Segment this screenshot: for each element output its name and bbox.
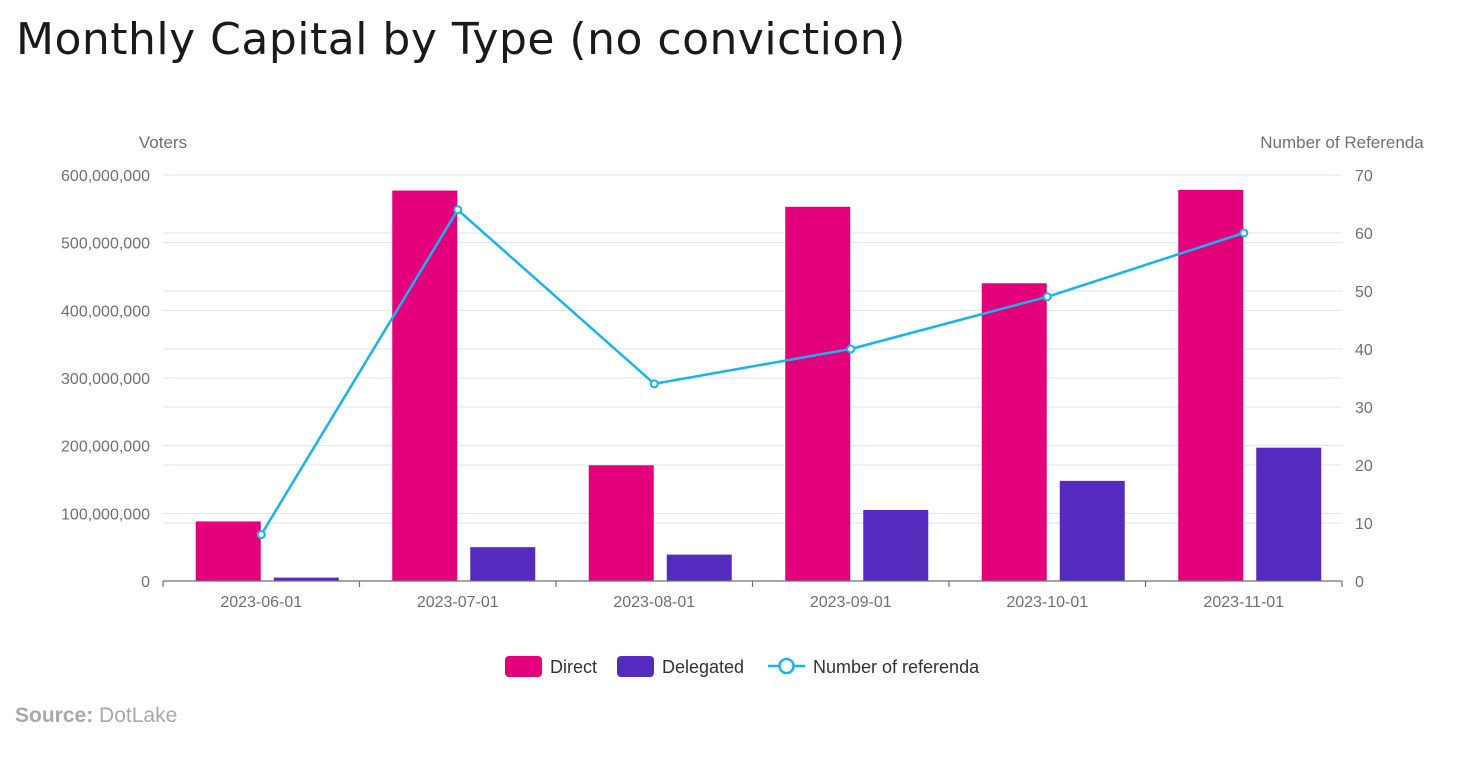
x-tick-label: 2023-10-01 <box>1006 594 1088 611</box>
y-left-tick-label: 200,000,000 <box>61 439 150 456</box>
line-number-of-referenda <box>260 207 1245 536</box>
bar-direct <box>392 190 458 581</box>
bar-delegated <box>470 547 536 581</box>
point-number-of-referenda <box>1239 228 1249 238</box>
source-value: DotLake <box>99 704 178 727</box>
bar-delegated <box>273 577 339 581</box>
x-tick-label: 2023-07-01 <box>417 594 499 611</box>
source-label: Source: <box>15 704 94 727</box>
point-number-of-referenda <box>453 205 463 215</box>
legend-label-direct: Direct <box>550 657 597 677</box>
y-right-tick-label: 60 <box>1355 226 1373 243</box>
y-left-axis-label: Voters <box>139 133 187 152</box>
point-number-of-referenda <box>256 530 266 540</box>
bar-delegated <box>666 554 732 581</box>
bar-direct <box>981 283 1047 581</box>
y-right-tick-label: 20 <box>1355 458 1373 475</box>
point-number-of-referenda <box>649 379 659 389</box>
y-left-tick-label: 300,000,000 <box>61 371 150 388</box>
bars <box>195 189 1322 582</box>
y-right-tick-label: 30 <box>1355 400 1373 417</box>
bar-direct <box>588 465 654 581</box>
y-left-tick-label: 100,000,000 <box>61 506 150 523</box>
y-right-tick-label: 0 <box>1355 574 1364 591</box>
bar-delegated <box>1256 447 1322 581</box>
source-note: Source: DotLake <box>15 704 177 728</box>
y-right-tick-label: 70 <box>1355 168 1373 185</box>
bar-direct <box>1178 189 1244 582</box>
y-left-tick-label: 400,000,000 <box>61 303 150 320</box>
legend-label-number-of-referenda: Number of referenda <box>813 657 980 677</box>
x-tick-label: 2023-06-01 <box>220 594 302 611</box>
x-tick-label: 2023-08-01 <box>613 594 695 611</box>
bar-direct <box>195 521 261 581</box>
legend-swatch-marker-number-of-referenda <box>778 657 795 675</box>
y-right-tick-label: 40 <box>1355 342 1373 359</box>
legend-swatch-delegated <box>617 656 654 677</box>
chart-title: Monthly Capital by Type (no conviction) <box>16 14 906 65</box>
y-right-tick-label: 50 <box>1355 284 1373 301</box>
referenda-line <box>256 205 1249 540</box>
y-right-tick-label: 10 <box>1355 516 1373 533</box>
legend[interactable]: Direct Delegated Number of referenda <box>505 656 980 677</box>
x-tick-label: 2023-09-01 <box>810 594 892 611</box>
legend-swatch-direct <box>505 656 542 677</box>
y-left-tick-label: 600,000,000 <box>61 168 150 185</box>
x-tick-label: 2023-11-01 <box>1203 594 1284 611</box>
grid-lines <box>163 174 1342 524</box>
y-left-tick-label: 500,000,000 <box>61 236 150 253</box>
legend-label-delegated: Delegated <box>662 657 744 677</box>
y-left-tick-label: 0 <box>141 574 150 591</box>
y-right-axis-label: Number of Referenda <box>1260 133 1424 152</box>
point-number-of-referenda <box>846 344 856 354</box>
axes: 0 100,000,000 200,000,000 300,000,000 400,00… <box>61 133 1424 611</box>
point-number-of-referenda <box>1042 292 1052 302</box>
bar-delegated <box>1059 480 1125 581</box>
bar-direct <box>785 206 851 581</box>
bar-delegated <box>863 509 929 581</box>
